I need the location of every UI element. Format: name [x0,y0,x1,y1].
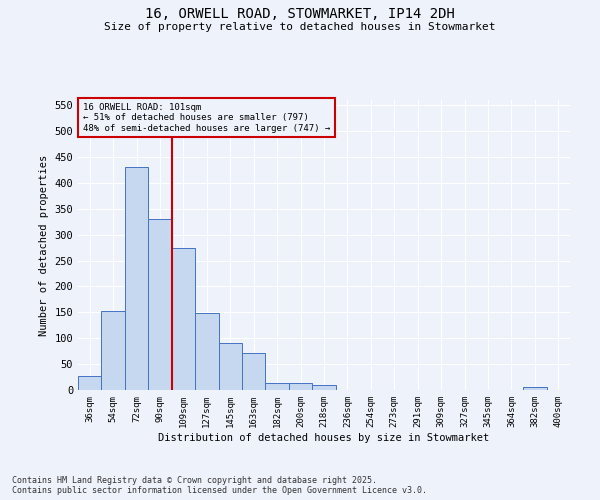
Text: 16 ORWELL ROAD: 101sqm
← 51% of detached houses are smaller (797)
48% of semi-de: 16 ORWELL ROAD: 101sqm ← 51% of detached… [83,103,330,132]
Bar [172,248,195,390]
Text: Size of property relative to detached houses in Stowmarket: Size of property relative to detached ho… [104,22,496,32]
Bar [101,312,125,390]
Text: 16, ORWELL ROAD, STOWMARKET, IP14 2DH: 16, ORWELL ROAD, STOWMARKET, IP14 2DH [145,8,455,22]
Bar [78,376,101,390]
Y-axis label: Number of detached properties: Number of detached properties [39,154,49,336]
Bar [265,384,289,390]
Bar [312,385,336,390]
Text: Contains HM Land Registry data © Crown copyright and database right 2025.
Contai: Contains HM Land Registry data © Crown c… [12,476,427,495]
Bar [289,384,312,390]
Bar [148,219,172,390]
Bar [218,344,242,390]
Bar [195,314,218,390]
Bar [523,388,547,390]
Bar [242,352,265,390]
X-axis label: Distribution of detached houses by size in Stowmarket: Distribution of detached houses by size … [158,432,490,442]
Bar [125,168,148,390]
